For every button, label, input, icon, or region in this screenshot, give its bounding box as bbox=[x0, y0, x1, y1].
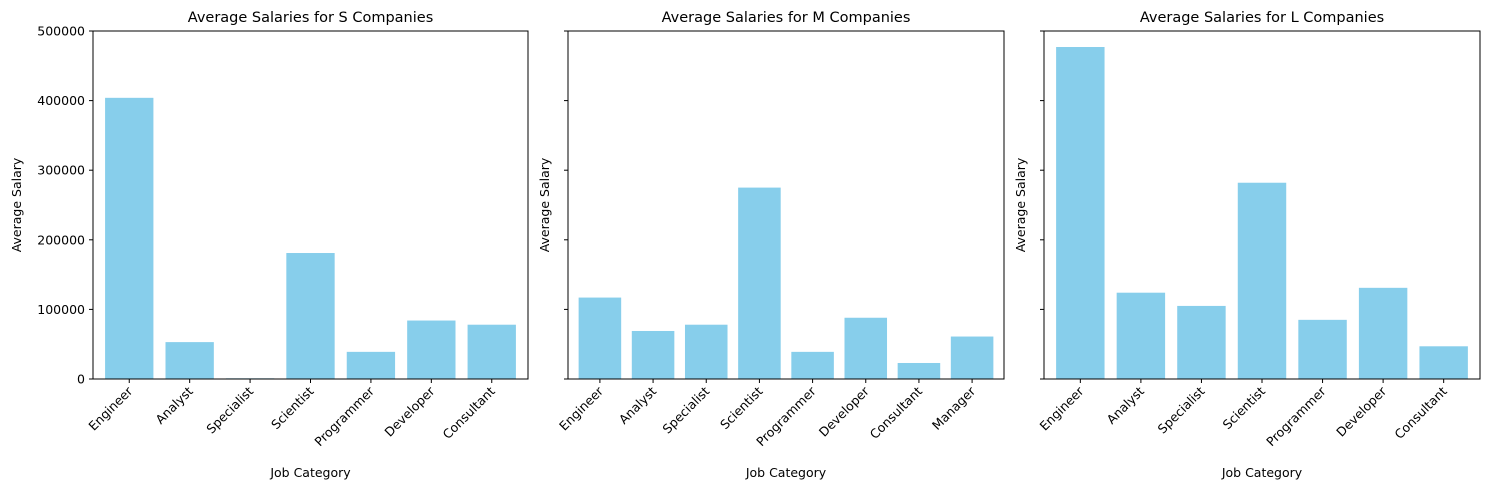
x-tick-label: Scientist bbox=[1220, 383, 1269, 432]
bar-scientist bbox=[1237, 182, 1287, 379]
chart-panel-2: Engineer Analyst Specialist ScientistProgra… bbox=[537, 10, 1005, 480]
x-tick-label: Developer bbox=[816, 383, 873, 440]
bar-developer bbox=[1358, 287, 1408, 379]
y-tick-label: 200000 bbox=[37, 232, 85, 247]
x-tick-label: Consultant bbox=[1391, 383, 1449, 441]
x-tick-label: Developer bbox=[381, 383, 438, 440]
bar-specialist bbox=[684, 324, 728, 379]
bar-engineer bbox=[578, 297, 622, 379]
x-axis-label: Job Category bbox=[269, 465, 351, 480]
bar-developer bbox=[407, 320, 456, 379]
y-axis-label: Average Salary bbox=[1013, 157, 1028, 252]
x-tick-label: Engineer bbox=[85, 383, 136, 434]
x-tick-label: Specialist bbox=[1155, 383, 1208, 436]
x-tick-label: Analyst bbox=[1104, 383, 1147, 426]
bar-programmer bbox=[346, 351, 396, 379]
bar-specialist bbox=[1177, 305, 1226, 379]
y-tick-label: 0 bbox=[77, 372, 85, 387]
chart-title: Average Salaries for S Companies bbox=[188, 10, 434, 26]
bar-engineer bbox=[105, 97, 154, 379]
bar-scientist bbox=[286, 253, 335, 379]
bar-scientist bbox=[738, 187, 781, 379]
chart-title: Average Salaries for M Companies bbox=[662, 10, 911, 26]
x-tick-label: Developer bbox=[1333, 383, 1390, 440]
y-tick-label: 500000 bbox=[37, 24, 85, 39]
x-axis-label: Job Category bbox=[1221, 465, 1303, 480]
bar-consultant bbox=[467, 324, 516, 379]
x-tick-label: Specialist bbox=[659, 383, 712, 436]
y-tick-label: 400000 bbox=[37, 93, 85, 108]
bar-programmer bbox=[1298, 319, 1347, 379]
y-axis-label: Average Salary bbox=[537, 157, 552, 252]
y-axis-label: Average Salary bbox=[9, 157, 24, 252]
x-tick-label: Manager bbox=[929, 383, 979, 433]
bar-programmer bbox=[791, 351, 834, 379]
x-tick-label: Consultant bbox=[867, 383, 925, 441]
x-tick-label: Specialist bbox=[203, 383, 256, 436]
x-tick-label: Analyst bbox=[152, 383, 195, 426]
x-tick-label: Engineer bbox=[556, 383, 607, 434]
x-tick-label: Scientist bbox=[268, 383, 317, 432]
plot-frame bbox=[567, 30, 1005, 380]
x-tick-label: Programmer bbox=[311, 383, 377, 449]
bar-manager bbox=[950, 336, 994, 379]
bar-developer bbox=[844, 317, 888, 379]
chart-title: Average Salaries for L Companies bbox=[1140, 10, 1384, 26]
bar-analyst bbox=[631, 330, 675, 379]
bar-consultant bbox=[897, 362, 941, 379]
y-tick-label: 300000 bbox=[37, 163, 85, 178]
y-tick-label: 100000 bbox=[37, 302, 85, 317]
bar-engineer bbox=[1056, 47, 1105, 379]
bar-analyst bbox=[1116, 292, 1166, 379]
chart-panel-3: Engineer Analyst Specialist ScientistProgra… bbox=[1013, 10, 1481, 480]
x-tick-label: Engineer bbox=[1036, 383, 1087, 434]
x-tick-label: Scientist bbox=[717, 383, 766, 432]
x-tick-label: Programmer bbox=[1263, 383, 1329, 449]
x-axis-label: Job Category bbox=[745, 465, 827, 480]
x-tick-label: Analyst bbox=[616, 383, 659, 426]
chart-panel-1: 0 100000 200000 300000 400000 500000 Engineer A… bbox=[9, 10, 529, 480]
x-tick-label: Consultant bbox=[439, 383, 497, 441]
bar-analyst bbox=[165, 342, 214, 379]
bar-consultant bbox=[1419, 346, 1468, 379]
